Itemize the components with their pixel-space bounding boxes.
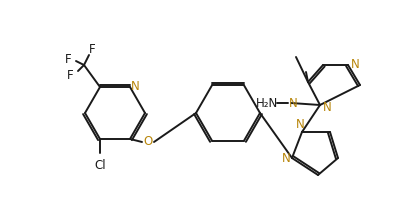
Text: N: N bbox=[282, 153, 290, 165]
Text: N: N bbox=[295, 119, 304, 131]
Text: O: O bbox=[143, 135, 153, 149]
Text: N: N bbox=[350, 58, 359, 72]
Text: H₂N: H₂N bbox=[256, 96, 278, 110]
Text: N: N bbox=[323, 100, 331, 114]
Text: N: N bbox=[131, 80, 139, 92]
Text: F: F bbox=[67, 69, 73, 81]
Text: F: F bbox=[89, 43, 95, 55]
Text: Cl: Cl bbox=[94, 160, 106, 172]
Text: F: F bbox=[65, 53, 71, 66]
Text: N: N bbox=[289, 96, 298, 110]
